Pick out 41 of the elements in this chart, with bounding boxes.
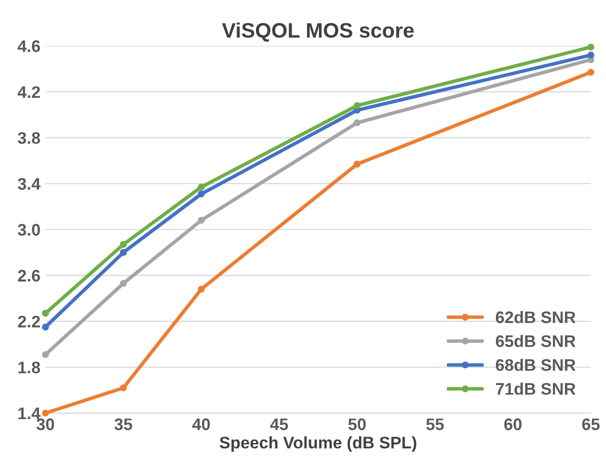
point [120,384,127,392]
point [354,160,361,168]
x-tick-label: 45 [270,418,288,430]
x-tick-label: 60 [504,418,522,430]
point [198,216,205,224]
x-tick-label: 35 [114,418,132,430]
point [198,286,205,293]
y-tick-label: 3.0 [18,224,40,236]
point [120,280,127,287]
point [42,324,49,331]
point [120,248,127,256]
x-tick-label: 30 [36,418,54,430]
point [354,119,361,126]
point [587,68,594,76]
point [587,52,594,59]
y-tick-label: 3.8 [18,132,40,144]
y-tick-label: 2.2 [18,316,40,328]
point [42,310,49,317]
legend-label: 71dB SNR [496,382,576,395]
x-axis-title: Speech Volume (dB SPL) [220,436,416,452]
x-tick-label: 50 [348,418,366,430]
legend-label: 68dB SNR [496,358,576,371]
point [42,351,49,358]
point [198,184,205,191]
legend-label: 62dB SNR [496,310,576,324]
x-tick-label: 55 [426,418,444,430]
point [198,190,205,198]
x-tick-label: 65 [582,418,600,430]
y-tick-label: 4.6 [18,40,40,52]
point [354,102,361,110]
chart-title: ViSQOL MOS score [222,22,414,42]
point [120,240,127,248]
y-tick-label: 3.4 [18,178,40,190]
legend-label: 65dB SNR [496,334,576,348]
y-tick-label: 1.8 [18,362,40,374]
y-tick-label: 4.2 [18,86,40,98]
y-tick-label: 2.6 [18,270,40,282]
point [42,410,49,417]
x-tick-label: 40 [192,418,210,430]
point [587,44,594,51]
y-tick-label: 1.4 [18,408,40,420]
